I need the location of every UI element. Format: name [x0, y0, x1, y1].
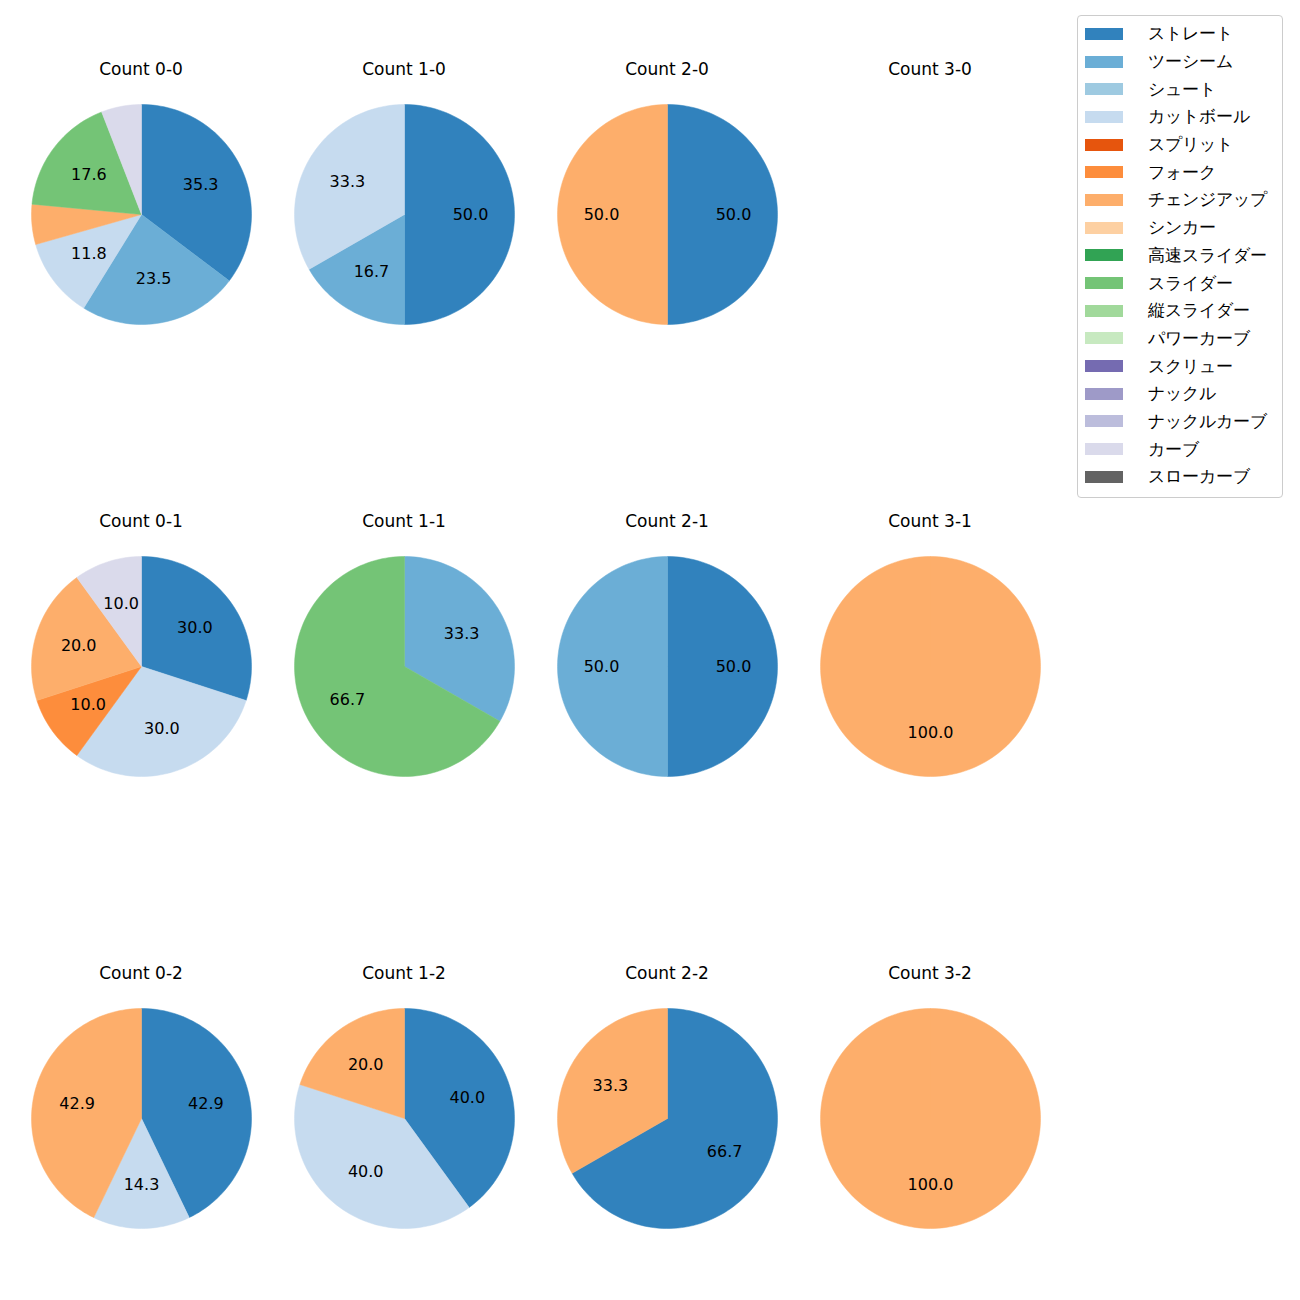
- html-text:フォーク: フォーク: [1148, 161, 1216, 182]
- svg-text:100.0: 100.0: [908, 1175, 954, 1194]
- svg-text:23.5: 23.5: [136, 269, 172, 288]
- svg-text:35.3: 35.3: [183, 175, 219, 194]
- html-text:ナックル: ナックル: [1148, 383, 1216, 404]
- html-text:Count 3-0: Count 3-0: [888, 59, 972, 79]
- html-text:Count 0-0: Count 0-0: [99, 59, 183, 79]
- svg-text:66.7: 66.7: [707, 1142, 743, 1161]
- svg-text:42.9: 42.9: [188, 1094, 224, 1113]
- html-text:チェンジアップ: チェンジアップ: [1148, 189, 1267, 210]
- html-text:Count 0-2: Count 0-2: [99, 963, 183, 983]
- svg-text:42.9: 42.9: [59, 1094, 95, 1113]
- svg-text:20.0: 20.0: [348, 1055, 384, 1074]
- html-text:Count 2-2: Count 2-2: [625, 963, 709, 983]
- svg-text:20.0: 20.0: [61, 636, 97, 655]
- svg-text:10.0: 10.0: [103, 594, 139, 613]
- html-text:スローカーブ: スローカーブ: [1148, 466, 1250, 487]
- html-text:Count 1-2: Count 1-2: [362, 963, 446, 983]
- html-text:ストレート: ストレート: [1148, 23, 1233, 44]
- html-text:スプリット: スプリット: [1148, 134, 1233, 155]
- svg-text:17.6: 17.6: [71, 165, 107, 184]
- svg-text:50.0: 50.0: [584, 205, 620, 224]
- svg-text:10.0: 10.0: [70, 695, 106, 714]
- html-text:カットボール: カットボール: [1148, 106, 1250, 127]
- svg-text:40.0: 40.0: [348, 1162, 384, 1181]
- html-text:Count 0-1: Count 0-1: [99, 511, 183, 531]
- html-text:スクリュー: スクリュー: [1148, 355, 1233, 376]
- html-text:カーブ: カーブ: [1148, 438, 1199, 459]
- html-text:Count 3-1: Count 3-1: [888, 511, 972, 531]
- html-text:ナックルカーブ: ナックルカーブ: [1148, 411, 1267, 431]
- html-text:Count 2-0: Count 2-0: [625, 59, 709, 79]
- html-text:高速スライダー: 高速スライダー: [1148, 244, 1267, 265]
- html-text:Count 3-2: Count 3-2: [888, 963, 972, 983]
- html-text:Count 2-1: Count 2-1: [625, 511, 709, 531]
- svg-text:50.0: 50.0: [453, 205, 489, 224]
- svg-text:66.7: 66.7: [330, 690, 366, 709]
- html-text:Count 1-0: Count 1-0: [362, 59, 446, 79]
- svg-text:50.0: 50.0: [584, 657, 620, 676]
- svg-text:14.3: 14.3: [124, 1175, 160, 1194]
- html-text:縦スライダー: 縦スライダー: [1148, 300, 1250, 321]
- svg-text:50.0: 50.0: [716, 205, 752, 224]
- html-text:シンカー: シンカー: [1148, 217, 1216, 238]
- svg-text:33.3: 33.3: [444, 624, 480, 643]
- svg-text:11.8: 11.8: [71, 244, 107, 263]
- html-text:Count 1-1: Count 1-1: [362, 511, 446, 531]
- html-text:シュート: シュート: [1148, 78, 1216, 99]
- svg-text:40.0: 40.0: [449, 1088, 485, 1107]
- svg-text:16.7: 16.7: [354, 262, 390, 281]
- svg-text:100.0: 100.0: [908, 723, 954, 742]
- svg-text:30.0: 30.0: [144, 719, 180, 738]
- svg-text:50.0: 50.0: [716, 657, 752, 676]
- svg-text:33.3: 33.3: [593, 1076, 629, 1095]
- svg-text:30.0: 30.0: [177, 618, 213, 637]
- html-text:スライダー: スライダー: [1148, 272, 1233, 293]
- html-text:パワーカーブ: パワーカーブ: [1148, 327, 1250, 348]
- html-text:ツーシーム: ツーシーム: [1148, 51, 1233, 71]
- svg-text:33.3: 33.3: [330, 172, 366, 191]
